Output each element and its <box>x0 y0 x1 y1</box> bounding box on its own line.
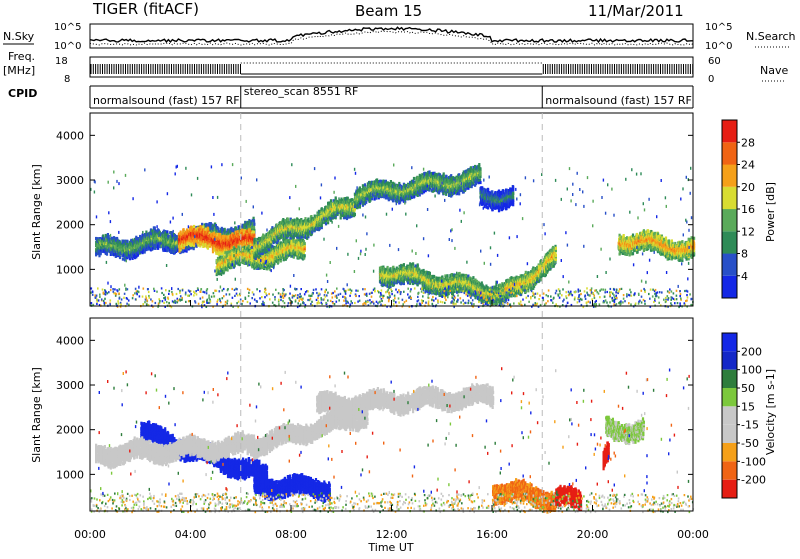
colorbar-swatch <box>722 120 737 142</box>
xtick-label: 12:00 <box>376 528 408 541</box>
xtick-label: 00:00 <box>677 528 709 541</box>
freq-right-top: 60 <box>708 56 721 67</box>
cpid-segment-label: normalsound (fast) 157 RF <box>545 94 692 107</box>
colorbar-tick-label: -200 <box>741 474 766 487</box>
velocity-speckle <box>90 367 690 495</box>
colorbar-tick-label: 28 <box>741 136 755 149</box>
ytick-label: 2000 <box>56 424 84 437</box>
colorbar-tick-label: 12 <box>741 225 755 238</box>
colorbar-swatch <box>722 142 737 164</box>
power-feature-5 <box>479 185 514 212</box>
colorbar-swatch <box>722 480 737 498</box>
colorbar-swatch <box>722 443 737 461</box>
freq-right-bottom: 0 <box>708 74 714 85</box>
colorbar-swatch <box>722 406 737 424</box>
cpid-segment-label: stereo_scan 8551 RF <box>244 85 359 98</box>
colorbar-tick-label: -15 <box>741 419 759 432</box>
chart-svg: TIGER (fitACF) Beam 15 11/Mar/2011 N.Sky… <box>0 0 800 554</box>
ytick-label: 3000 <box>56 379 84 392</box>
xtick-label: 20:00 <box>577 528 609 541</box>
colorbar-swatch <box>722 461 737 479</box>
ytick-label: 4000 <box>56 334 84 347</box>
x-axis-label: Time UT <box>367 541 413 554</box>
power-colorbar: 4 8 12 16 20 24 28 <box>722 120 755 298</box>
colorbar-swatch <box>722 388 737 406</box>
xtick-label: 04:00 <box>175 528 207 541</box>
power-feature-4 <box>354 163 482 209</box>
colorbar-tick-label: 20 <box>741 181 755 194</box>
colorbar-tick-label: 8 <box>741 248 748 261</box>
noise-right-bottom: 10^0 <box>705 41 732 52</box>
colorbar-swatch <box>722 209 737 231</box>
cpid-strip: normalsound (fast) 157 RF stereo_scan 855… <box>90 85 693 108</box>
velocity-cells <box>90 367 694 514</box>
velocity-frame <box>90 318 693 511</box>
colorbar-swatch <box>722 370 737 388</box>
cpid-segment-label: normalsound (fast) 157 RF <box>93 94 240 107</box>
colorbar-tick-label: -50 <box>741 437 759 450</box>
ytick-label: 1000 <box>56 468 84 481</box>
colorbar-swatch <box>722 425 737 443</box>
nave-label: Nave <box>760 64 788 77</box>
xtick-label: 00:00 <box>74 528 106 541</box>
ytick-label: 3000 <box>56 174 84 187</box>
nsearch-line <box>90 31 693 45</box>
colorbar-tick-label: 16 <box>741 203 755 216</box>
colorbar-swatch <box>722 333 737 351</box>
freq-marks <box>91 63 693 74</box>
noise-left-top: 10^5 <box>54 22 81 33</box>
beam-title: Beam 15 <box>355 2 422 20</box>
power-feature-7 <box>505 245 557 301</box>
power-ground-scatter <box>90 287 693 308</box>
freq-label-a: Freq. <box>8 50 35 63</box>
colorbar-swatch <box>722 276 737 298</box>
nsky-line <box>90 27 693 42</box>
velocity-feature-4 <box>316 383 494 419</box>
colorbar-swatch <box>722 231 737 253</box>
noise-panel: 10^5 10^0 10^5 10^0 <box>54 22 732 52</box>
power-yticks: 1000 2000 3000 4000 <box>56 129 693 276</box>
cpid-label: CPID <box>8 87 37 100</box>
colorbar-tick-label: 24 <box>741 159 755 172</box>
colorbar-tick-label: 50 <box>741 382 755 395</box>
power-ylabel: Slant Range [km] <box>30 164 43 260</box>
ytick-label: 4000 <box>56 129 84 142</box>
ytick-label: 1000 <box>56 263 84 276</box>
velocity-cbar-label: Velocity [m s-1] <box>764 369 777 455</box>
freq-left-bottom: 8 <box>64 74 70 85</box>
freq-label-b: [MHz] <box>3 64 35 77</box>
noise-left-bottom: 10^0 <box>54 41 81 52</box>
nsearch-label: N.Search <box>746 30 796 43</box>
velocity-panel: 1000 2000 3000 4000 Slant Range [km] -200 -1… <box>30 318 777 514</box>
date-title: 11/Mar/2011 <box>588 2 684 20</box>
colorbar-tick-label: 4 <box>741 270 748 283</box>
velocity-ylabel: Slant Range [km] <box>30 367 43 463</box>
power-cells <box>90 163 695 308</box>
xtick-label: 08:00 <box>275 528 307 541</box>
colorbar-tick-label: -100 <box>741 455 766 468</box>
noise-right-top: 10^5 <box>705 22 732 33</box>
station-title: TIGER (fitACF) <box>92 0 199 18</box>
colorbar-swatch <box>722 165 737 187</box>
freq-left-top: 18 <box>55 56 68 67</box>
cpid-change-lines <box>241 113 543 511</box>
colorbar-swatch <box>722 187 737 209</box>
power-panel: 1000 2000 3000 4000 Slant Range [km] 4 8 12 16… <box>30 113 777 308</box>
freq-panel: 18 8 60 0 <box>55 56 721 85</box>
xtick-label: 16:00 <box>476 528 508 541</box>
nsky-label: N.Sky <box>3 30 35 43</box>
power-cbar-label: Power [dB] <box>764 182 777 242</box>
colorbar-tick-label: 100 <box>741 364 762 377</box>
ytick-label: 2000 <box>56 219 84 232</box>
figure: TIGER (fitACF) Beam 15 11/Mar/2011 N.Sky… <box>0 0 800 554</box>
colorbar-tick-label: 200 <box>741 345 762 358</box>
velocity-colorbar: -200 -100 -50 -15 15 50 100 200 <box>722 333 766 498</box>
colorbar-swatch <box>722 351 737 369</box>
colorbar-swatch <box>722 254 737 276</box>
colorbar-tick-label: 15 <box>741 400 755 413</box>
